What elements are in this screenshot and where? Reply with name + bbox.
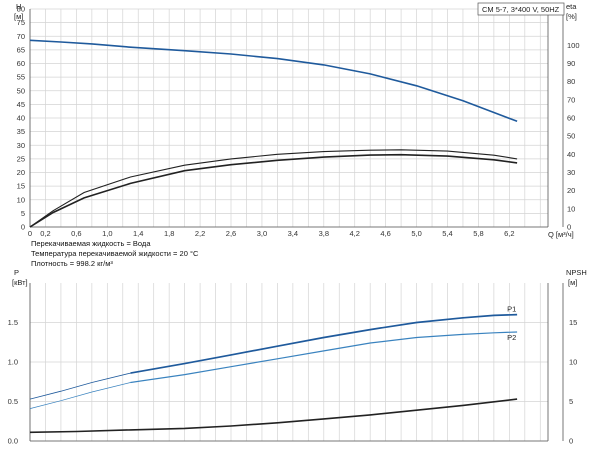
- top-y-tick-label: 70: [17, 32, 25, 41]
- top-y2-tick-label: 0: [567, 223, 571, 232]
- top-series: [29, 39, 518, 228]
- top-panel: H [м] eta [%] 0 5 10 15 20 25 30 35 40 45 50 55 60 65 70…: [14, 2, 580, 239]
- series-p2-label: P2: [507, 333, 516, 342]
- top-x-tick-label: 4,6: [380, 229, 390, 238]
- top-x-tick-label: 0,2: [40, 229, 50, 238]
- top-x-tick-label: 5,0: [411, 229, 421, 238]
- top-x-tick-label: 3,4: [288, 229, 298, 238]
- top-y2-tick-label: 60: [567, 114, 575, 123]
- top-y-tick-label: 20: [17, 168, 25, 177]
- top-x-tick-label: 6,2: [504, 229, 514, 238]
- top-y-tick-label: 35: [17, 127, 25, 136]
- note-fluid: Перекачиваемая жидкость = Вода: [31, 239, 151, 248]
- top-y-tick-label: 15: [17, 182, 25, 191]
- top-x-tick-label: 0: [28, 229, 32, 238]
- top-y-tick-label: 60: [17, 59, 25, 68]
- series-p1-label: P1: [507, 305, 516, 314]
- top-x-tick-label: 0,6: [71, 229, 81, 238]
- top-x-axis-label: Q [м³/ч]: [548, 230, 574, 239]
- top-y2-axis-label: eta [%]: [566, 2, 577, 21]
- bottom-y-tick-label: 0.0: [8, 437, 18, 446]
- top-y2-tick-label: 90: [567, 59, 575, 68]
- top-x-tick-label: 5,4: [442, 229, 452, 238]
- top-y-tick-label: 55: [17, 73, 25, 82]
- top-y2-tick-label: 100: [567, 41, 580, 50]
- top-y-tick-label: 75: [17, 18, 25, 27]
- bottom-y-tick-label: 1.0: [8, 358, 18, 367]
- top-y2-tick-label: 30: [567, 168, 575, 177]
- top-y-tick-label: 10: [17, 195, 25, 204]
- series-eta-line: [29, 153, 518, 228]
- top-y2-tick-label: 70: [567, 95, 575, 104]
- series-npsh-line: [29, 398, 518, 434]
- top-y-tick-label: 30: [17, 141, 25, 150]
- series-p2_ext-line: [29, 382, 131, 409]
- bottom-y2-axis-label: NPSH [м]: [566, 268, 587, 287]
- top-y-tick-label: 0: [21, 223, 25, 232]
- bottom-grid: [29, 283, 548, 442]
- top-x-tick-label: 2,6: [226, 229, 236, 238]
- bottom-series: P1 P2: [29, 305, 518, 434]
- model-label-box: [477, 2, 565, 16]
- top-y2-tick-label: 40: [567, 150, 575, 159]
- top-y-tick-label: 40: [17, 114, 25, 123]
- series-p1_ext-line: [29, 372, 131, 400]
- top-x-tick-label: 1,8: [164, 229, 174, 238]
- bottom-ticks: 0.0 0.5 1.0 1.5 0 5 10 15 P [кВт] NPSH [м]: [8, 268, 587, 446]
- top-x-tick-label: 1,0: [102, 229, 112, 238]
- top-ticks: 0 5 10 15 20 25 30 35 40 45 50 55 60 65 70 75 80 0 10 20 30 4…: [17, 5, 580, 239]
- top-y2-tick-label: 80: [567, 77, 575, 86]
- top-y-tick-label: 65: [17, 45, 25, 54]
- top-y-axis-label-h: H [м]: [14, 2, 23, 21]
- top-x-tick-label: 2,2: [195, 229, 205, 238]
- top-y-tick-label: 25: [17, 154, 25, 163]
- top-x-tick-label: 4,2: [349, 229, 359, 238]
- top-x-tick-label: 3,8: [319, 229, 329, 238]
- bottom-y2-tick-label: 0: [569, 437, 573, 446]
- top-y-tick-label: 5: [21, 209, 25, 218]
- note-temperature: Температура перекачиваемой жидкости = 20…: [31, 249, 199, 258]
- top-y-tick-label: 45: [17, 100, 25, 109]
- bottom-y2-tick-label: 15: [569, 318, 577, 327]
- top-x-tick-label: 3,0: [257, 229, 267, 238]
- series-head-line: [29, 39, 518, 123]
- series-eta2-line: [29, 149, 518, 228]
- top-y2-tick-label: 10: [567, 204, 575, 213]
- series-p1-line: [130, 313, 518, 374]
- bottom-panel: 0.0 0.5 1.0 1.5 0 5 10 15 P [кВт] NPSH [м] P1 P2: [8, 268, 587, 446]
- top-y-tick-label: 80: [17, 5, 25, 14]
- note-density: Плотность = 998.2 кг/м³: [31, 259, 113, 268]
- bottom-y-axis-label: P [кВт]: [12, 268, 28, 287]
- series-p2-line: [130, 331, 518, 384]
- bottom-y2-tick-label: 5: [569, 397, 573, 406]
- bottom-y-tick-label: 0.5: [8, 397, 18, 406]
- top-x-tick-label: 5,8: [473, 229, 483, 238]
- top-grid: [29, 8, 548, 228]
- top-y2-tick-label: 20: [567, 186, 575, 195]
- top-y-tick-label: 50: [17, 86, 25, 95]
- model-label: CM 5-7, 3*400 V, 50HZ: [482, 5, 560, 14]
- bottom-y2-tick-label: 10: [569, 358, 577, 367]
- fluid-notes: Перекачиваемая жидкость = Вода Температу…: [31, 239, 199, 268]
- top-y2-tick-label: 50: [567, 132, 575, 141]
- bottom-y-tick-label: 1.5: [8, 318, 18, 327]
- top-x-tick-label: 1,4: [133, 229, 143, 238]
